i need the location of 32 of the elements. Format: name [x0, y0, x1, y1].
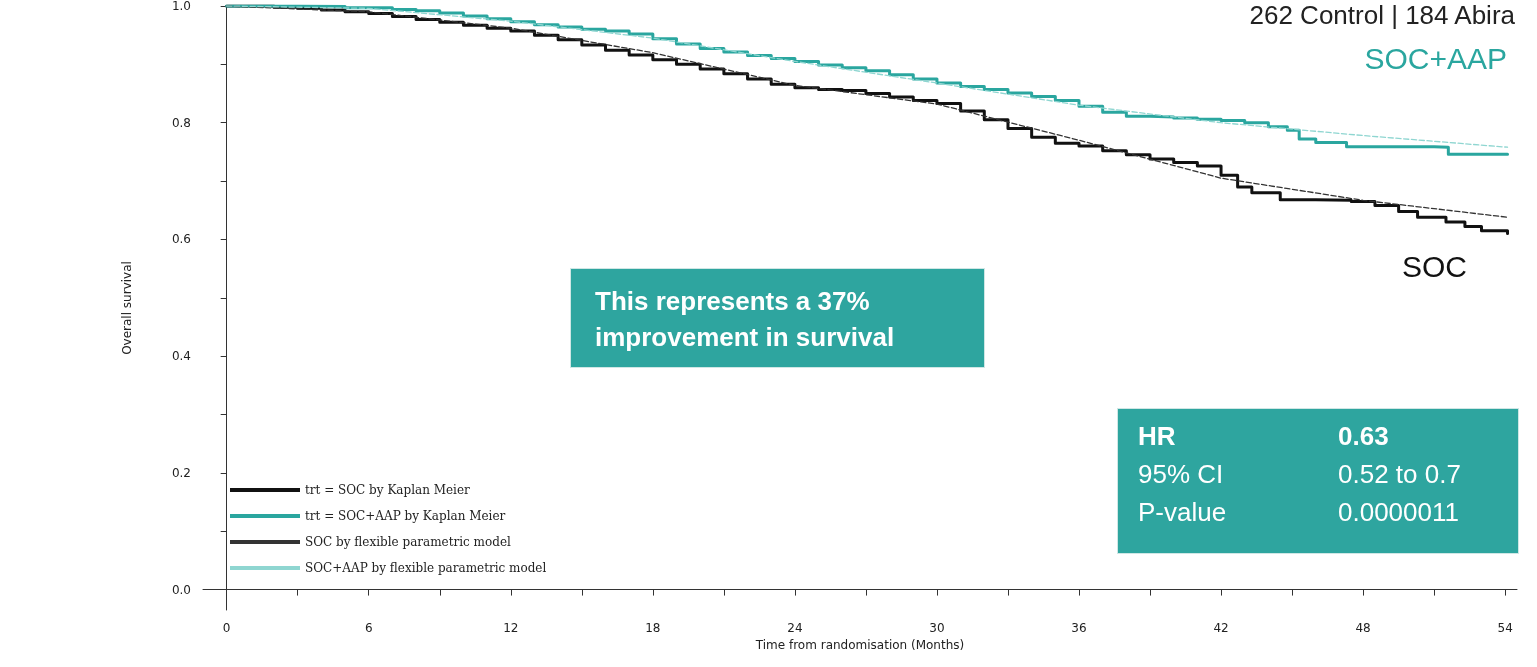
y-tick-label: 0.8 — [171, 115, 191, 130]
x-tick-label: 24 — [787, 621, 803, 635]
y-tick-label: 0.6 — [171, 232, 191, 247]
annotation: 0.52 to 0.7 — [1338, 459, 1461, 490]
annotation: P-value — [1138, 497, 1227, 528]
annotation: SOC — [1401, 250, 1467, 284]
y-tick-label: 0.4 — [171, 349, 191, 364]
legend-label: SOC+AAP by flexible parametric model — [305, 561, 547, 575]
annotation: 0.63 — [1338, 421, 1389, 452]
annotation: SOC+AAP — [1364, 42, 1507, 76]
annotation: 0.0000011 — [1338, 497, 1459, 528]
x-tick-label: 54 — [1497, 621, 1513, 635]
x-tick-label: 48 — [1355, 621, 1371, 635]
x-tick-label: 30 — [929, 621, 945, 635]
x-tick-label: 12 — [503, 621, 519, 635]
text-box: This represents a 37% improvement in survival — [570, 268, 986, 368]
y-tick-label: 0.0 — [171, 582, 191, 597]
y-tick-label: 1.0 — [171, 0, 191, 13]
legend-label: trt = SOC by Kaplan Meier — [305, 483, 471, 497]
x-axis-title: Time from randomisation (Months) — [754, 637, 965, 652]
y-axis-title: Overall survival — [120, 261, 134, 355]
legend-label: SOC by flexible parametric model — [305, 535, 511, 549]
x-tick-label: 6 — [364, 621, 373, 635]
x-tick-label: 42 — [1213, 621, 1229, 635]
annotation: 95% CI — [1138, 459, 1224, 490]
x-tick-label: 18 — [645, 621, 661, 635]
x-tick-label: 36 — [1071, 621, 1087, 635]
y-tick-label: 0.2 — [171, 465, 191, 480]
x-tick-label: 0 — [222, 621, 231, 635]
annotation: HR — [1138, 421, 1176, 452]
annotation: 262 Control | 184 Abira — [1249, 0, 1515, 31]
legend-label: trt = SOC+AAP by Kaplan Meier — [305, 509, 506, 523]
